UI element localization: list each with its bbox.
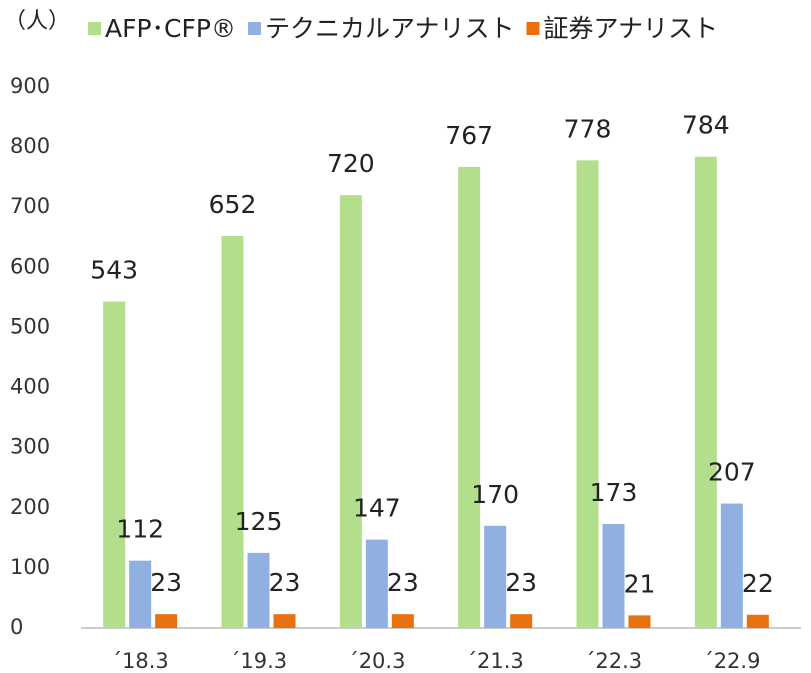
bar bbox=[746, 614, 769, 628]
data-label: 23 bbox=[505, 568, 537, 597]
data-label: 147 bbox=[353, 494, 401, 523]
legend-swatch bbox=[88, 22, 101, 35]
y-tick-label: 900 bbox=[10, 74, 50, 98]
bar bbox=[391, 614, 414, 628]
legend-swatch bbox=[247, 22, 261, 35]
y-tick-label: 600 bbox=[10, 254, 50, 278]
data-label: 22 bbox=[742, 569, 774, 598]
x-tick-label: ´22.3 bbox=[585, 649, 642, 673]
bar bbox=[694, 156, 717, 628]
bar bbox=[628, 615, 651, 628]
y-tick-label: 100 bbox=[10, 555, 50, 579]
legend-label: AFP･CFP® bbox=[105, 14, 236, 43]
x-tick-label: ´18.3 bbox=[112, 649, 169, 673]
bar bbox=[247, 552, 270, 628]
data-label: 720 bbox=[327, 149, 375, 178]
data-label: 767 bbox=[445, 121, 493, 150]
data-label: 173 bbox=[590, 478, 638, 507]
y-tick-label: 300 bbox=[10, 435, 50, 459]
data-label: 543 bbox=[90, 256, 138, 285]
x-tick-label: ´19.3 bbox=[230, 649, 287, 673]
y-tick-label: 200 bbox=[10, 495, 50, 519]
bar bbox=[484, 525, 507, 628]
bar bbox=[273, 614, 296, 628]
data-label: 23 bbox=[269, 568, 301, 597]
bar bbox=[221, 236, 244, 628]
bar bbox=[155, 614, 178, 628]
data-label: 23 bbox=[387, 568, 419, 597]
unit-label: （人） bbox=[4, 9, 70, 34]
legend-swatch bbox=[526, 22, 540, 35]
y-tick-label: 700 bbox=[10, 194, 50, 218]
bar bbox=[458, 166, 481, 628]
data-label: 207 bbox=[708, 458, 756, 487]
legend-label: 証券アナリスト bbox=[544, 14, 719, 43]
y-tick-label: 400 bbox=[10, 375, 50, 399]
y-tick-label: 0 bbox=[10, 615, 23, 639]
bar bbox=[365, 539, 388, 628]
bar bbox=[103, 301, 126, 628]
bar bbox=[129, 560, 152, 628]
data-label: 778 bbox=[564, 114, 612, 143]
data-label: 125 bbox=[235, 507, 283, 536]
data-label: 170 bbox=[471, 480, 519, 509]
bar bbox=[576, 160, 599, 628]
x-tick-label: ´21.3 bbox=[467, 649, 524, 673]
bar bbox=[510, 614, 533, 628]
data-label: 112 bbox=[116, 515, 164, 544]
x-tick-label: ´22.9 bbox=[703, 649, 760, 673]
bar bbox=[339, 195, 362, 628]
data-label: 23 bbox=[150, 568, 182, 597]
bar bbox=[602, 524, 625, 628]
data-label: 652 bbox=[209, 190, 257, 219]
y-tick-label: 800 bbox=[10, 134, 50, 158]
data-label: 784 bbox=[682, 111, 730, 140]
y-tick-label: 500 bbox=[10, 314, 50, 338]
legend-label: テクニカルアナリスト bbox=[265, 14, 515, 43]
x-tick-label: ´20.3 bbox=[348, 649, 405, 673]
bar bbox=[720, 503, 743, 628]
data-label: 21 bbox=[624, 569, 656, 598]
